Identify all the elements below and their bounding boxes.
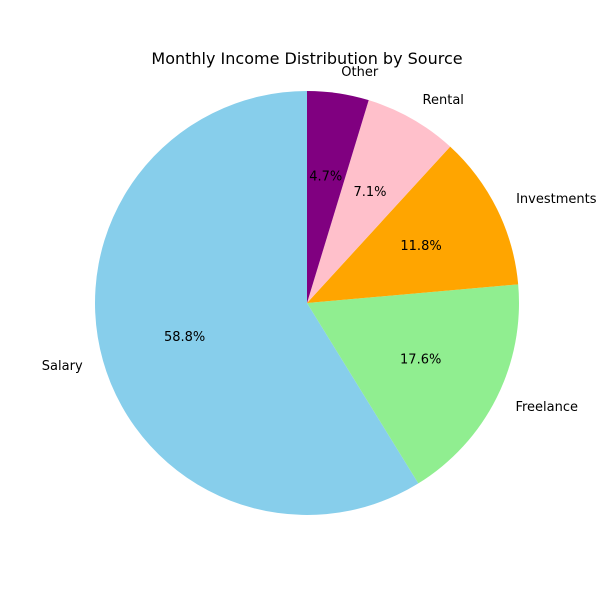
slice-label-investments: Investments xyxy=(516,192,597,207)
chart-title: Monthly Income Distribution by Source xyxy=(151,49,462,68)
pie-slice-salary xyxy=(95,91,419,515)
pie-slice-other xyxy=(307,91,369,303)
pie-slice-freelance xyxy=(307,284,519,484)
slice-percent-salary: 58.8% xyxy=(164,330,205,345)
slice-percent-other: 4.7% xyxy=(309,170,342,185)
pie-labels: Salary 58.8% Freelance 17.6% Investments 11.8… xyxy=(42,65,597,415)
slice-label-salary: Salary xyxy=(42,359,83,374)
pie-slices xyxy=(95,91,519,515)
slice-percent-investments: 11.8% xyxy=(400,239,441,254)
slice-label-other: Other xyxy=(341,65,379,80)
pie-slice-rental xyxy=(307,100,451,303)
slice-label-rental: Rental xyxy=(423,93,464,108)
slice-percent-freelance: 17.6% xyxy=(400,353,441,368)
slice-label-freelance: Freelance xyxy=(515,400,578,415)
slice-percent-rental: 7.1% xyxy=(354,185,387,200)
pie-slice-investments xyxy=(307,146,519,303)
